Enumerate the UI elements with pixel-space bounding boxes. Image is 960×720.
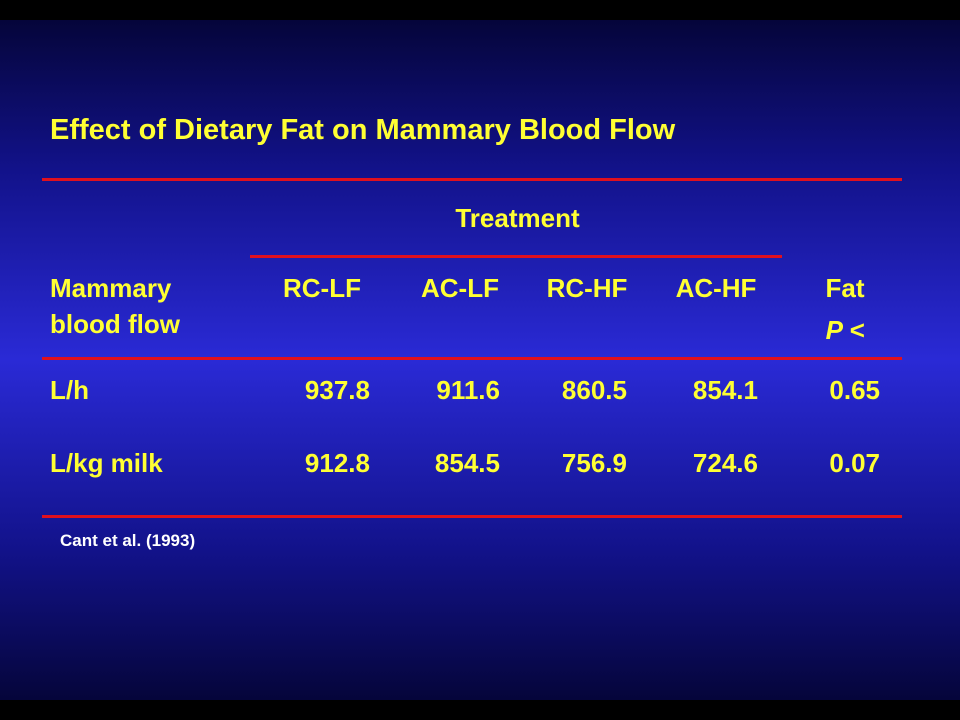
table-cell: 860.5 [561,375,627,405]
header-rule [42,357,902,360]
fat-p-header: P < [825,315,865,345]
citation: Cant et al. (1993) [60,531,196,550]
column-header-ac-hf: AC-HF [675,273,757,303]
table-cell: 854.5 [434,448,500,478]
treatment-rule [250,255,782,258]
table-cell: 854.1 [692,375,758,405]
row-header-line1: Mammary [50,273,172,303]
top-rule [42,178,902,181]
fat-header: Fat [825,273,865,303]
slide: Effect of Dietary Fat on Mammary Blood F… [0,20,960,700]
table-cell: 756.9 [561,448,627,478]
column-header-ac-lf: AC-LF [421,273,499,303]
table-cell: 911.6 [436,375,500,405]
bottom-rule [42,515,902,518]
row-label-l-h: L/h [50,375,89,405]
column-header-rc-lf: RC-LF [283,273,361,303]
table-cell: 724.6 [692,448,758,478]
slide-title: Effect of Dietary Fat on Mammary Blood F… [50,114,676,146]
column-header-rc-hf: RC-HF [546,273,628,303]
treatment-header: Treatment [455,203,580,233]
table-cell: 937.8 [304,375,370,405]
p-value-cell: 0.65 [829,375,880,405]
row-label-l-kg-milk: L/kg milk [50,448,163,478]
p-value-cell: 0.07 [829,448,880,478]
table-cell: 912.8 [304,448,370,478]
row-header-line2: blood flow [50,309,180,339]
